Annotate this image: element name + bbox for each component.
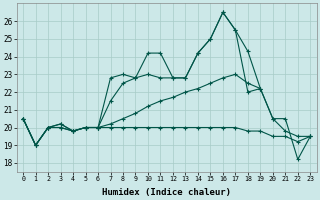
X-axis label: Humidex (Indice chaleur): Humidex (Indice chaleur)	[102, 188, 231, 197]
